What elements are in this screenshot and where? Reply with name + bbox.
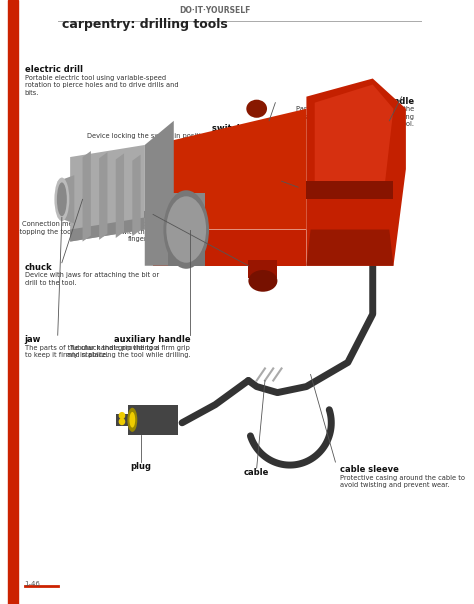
- Ellipse shape: [57, 182, 67, 216]
- Text: Part shaped like a pistol grip so the
wrist remains straight while holding
the t: Part shaped like a pistol grip so the wr…: [294, 106, 414, 127]
- Ellipse shape: [55, 178, 69, 221]
- Polygon shape: [70, 217, 145, 242]
- Ellipse shape: [164, 190, 209, 269]
- Text: nameplate: nameplate: [227, 175, 277, 184]
- Text: Tubular handle providing a firm grip
and stabilizing the tool while drilling.: Tubular handle providing a firm grip and…: [67, 345, 191, 358]
- Text: cable sleeve: cable sleeve: [339, 465, 399, 474]
- Polygon shape: [306, 181, 393, 199]
- Text: DO·IT·YOURSELF: DO·IT·YOURSELF: [180, 7, 251, 15]
- Text: electric drill: electric drill: [25, 65, 82, 74]
- Text: auxiliary handle: auxiliary handle: [114, 335, 191, 344]
- Text: trigger switch: trigger switch: [82, 211, 149, 220]
- Polygon shape: [116, 414, 128, 426]
- Text: Portable electric tool using variable-speed
rotation to pierce holes and to driv: Portable electric tool using variable-sp…: [25, 75, 178, 96]
- Polygon shape: [99, 152, 108, 240]
- Text: Device locking the switch in position to keep the saw
working for a prolonged pe: Device locking the switch in position to…: [88, 133, 265, 147]
- Text: carpentry: drilling tools: carpentry: drilling tools: [62, 18, 228, 31]
- Polygon shape: [58, 175, 74, 223]
- Bar: [8, 0, 18, 604]
- Text: pistol grip handle: pistol grip handle: [330, 97, 414, 106]
- Polygon shape: [82, 151, 91, 242]
- Polygon shape: [132, 155, 141, 236]
- Polygon shape: [306, 79, 406, 266]
- Polygon shape: [153, 109, 306, 230]
- Ellipse shape: [166, 196, 206, 263]
- Text: 1-46: 1-46: [25, 581, 40, 587]
- Ellipse shape: [118, 412, 125, 419]
- Text: Protective casing around the cable to
avoid twisting and prevent wear.: Protective casing around the cable to av…: [339, 475, 465, 488]
- Polygon shape: [315, 85, 393, 181]
- Ellipse shape: [128, 408, 137, 432]
- Ellipse shape: [246, 100, 267, 118]
- Polygon shape: [248, 260, 277, 278]
- Text: Plate showing the name of the
manufacturer, the serial number of the
device and : Plate showing the name of the manufactur…: [146, 185, 277, 214]
- Ellipse shape: [129, 412, 135, 428]
- Polygon shape: [70, 145, 145, 242]
- Text: switch lock: switch lock: [212, 124, 265, 133]
- Text: plug: plug: [130, 462, 151, 471]
- Polygon shape: [128, 405, 178, 435]
- Polygon shape: [167, 193, 205, 230]
- Polygon shape: [116, 153, 124, 238]
- Text: jaw: jaw: [25, 335, 41, 344]
- Polygon shape: [153, 230, 306, 266]
- Polygon shape: [306, 230, 393, 266]
- Polygon shape: [145, 121, 174, 266]
- Text: The parts of the chuck that grip the tool
to keep it firmly in place.: The parts of the chuck that grip the too…: [25, 345, 159, 358]
- Text: cable: cable: [244, 468, 269, 477]
- Ellipse shape: [118, 418, 125, 425]
- Text: Connection mechanism for starting or
stopping the tool by squeezing with the
fin: Connection mechanism for starting or sto…: [16, 221, 149, 242]
- Text: Device with jaws for attaching the bit or
drill to the tool.: Device with jaws for attaching the bit o…: [25, 272, 159, 286]
- Ellipse shape: [248, 270, 277, 292]
- Polygon shape: [167, 230, 205, 266]
- Text: chuck: chuck: [25, 263, 52, 272]
